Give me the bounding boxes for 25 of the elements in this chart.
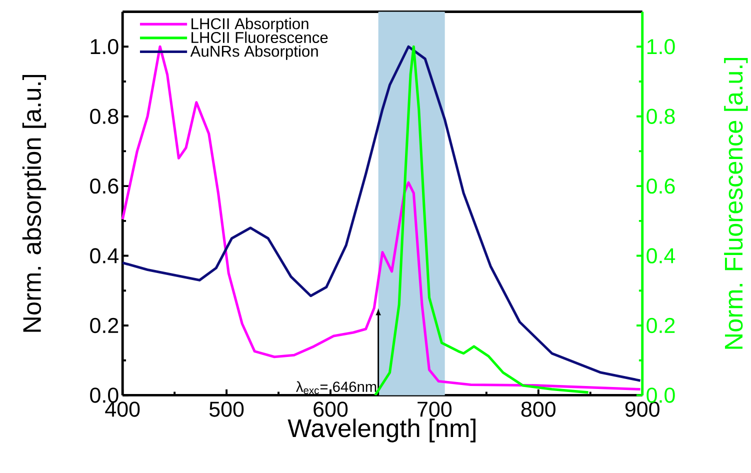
y2-tick-label: 1.0 (647, 39, 675, 54)
y2-tick-label: 0.8 (646, 108, 675, 124)
y-tick-label: 0.4 (90, 248, 119, 264)
x-tick-label: 500 (209, 402, 244, 417)
x-tick-label: 800 (521, 402, 556, 417)
legend-label: LHCII Absorption (192, 18, 308, 33)
y-tick-label: 0.2 (90, 318, 118, 334)
annotation: λ$_{exc}$= 646nm (296, 381, 376, 394)
x-axis-title: Wavelength [nm] (288, 418, 476, 442)
y2-tick-label: 0.6 (646, 178, 675, 194)
y-tick-label: 0.0 (90, 388, 118, 403)
y-tick-label: 0.6 (90, 178, 118, 194)
legend-label: LHCII Fluorescence (192, 32, 328, 44)
x-tick-label: 900 (625, 402, 660, 417)
y2-tick-label: 0.4 (646, 248, 676, 264)
x-tick-label: 700 (418, 402, 452, 417)
y2-axis-title: Norm. Fluorescence [a.u.] (724, 58, 748, 349)
y2-tick-label: 0.2 (646, 318, 675, 334)
y-tick-label: 1.0 (90, 39, 118, 54)
y-tick-label: 0.8 (90, 108, 118, 124)
x-tick-label: 600 (314, 402, 348, 417)
legend-label: AuNRs Absorption (190, 45, 318, 60)
y2-tick-label: 0.0 (646, 388, 675, 403)
x-tick-label: 400 (105, 402, 140, 417)
y-axis-title: Norm. absorption [a.u.] (22, 75, 46, 332)
